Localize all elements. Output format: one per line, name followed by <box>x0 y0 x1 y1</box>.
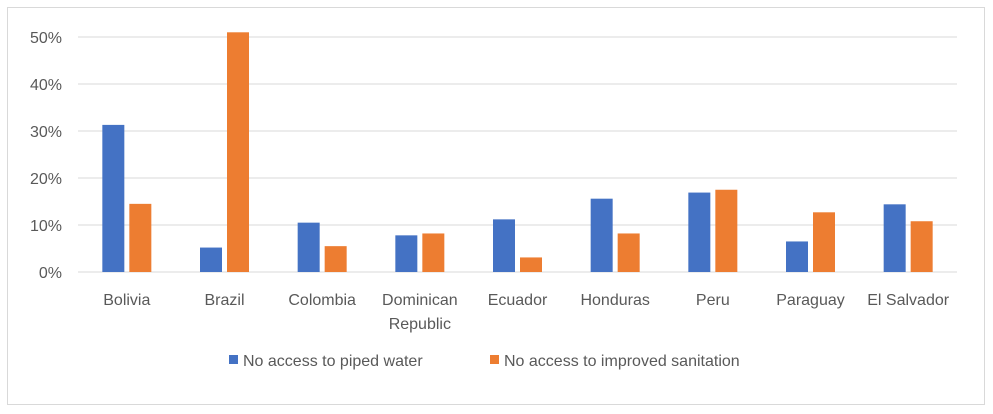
x-tick-label: Republic <box>389 316 451 333</box>
x-tick-label: Peru <box>696 292 730 309</box>
bar <box>493 219 515 272</box>
bar <box>786 241 808 272</box>
bar <box>102 124 125 272</box>
y-tick-label: 20% <box>30 171 62 188</box>
bar <box>813 212 835 272</box>
chart-area <box>7 7 985 405</box>
bar <box>297 222 320 272</box>
bar <box>617 233 640 272</box>
y-tick-label: 10% <box>30 218 62 235</box>
x-tick-label: El Salvador <box>867 292 949 309</box>
bar <box>200 247 222 272</box>
legend-label: No access to improved sanitation <box>504 353 740 370</box>
x-tick-label: Brazil <box>204 292 244 309</box>
x-tick-label: Colombia <box>288 292 356 309</box>
bar <box>883 204 906 272</box>
x-tick-label: Ecuador <box>488 292 548 309</box>
bar <box>227 32 249 272</box>
y-tick-label: 40% <box>30 77 62 94</box>
y-tick-label: 50% <box>30 30 62 47</box>
legend-label: No access to piped water <box>243 353 423 370</box>
bar <box>910 221 933 272</box>
bar <box>395 235 418 272</box>
x-tick-label: Bolivia <box>103 292 150 309</box>
bar <box>590 198 613 272</box>
x-tick-label: Honduras <box>580 292 649 309</box>
bar <box>324 246 347 272</box>
bar <box>520 257 542 272</box>
bar <box>129 203 152 272</box>
bar <box>688 192 711 272</box>
y-tick-label: 30% <box>30 124 62 141</box>
legend-swatch <box>490 355 499 364</box>
x-tick-label: Dominican <box>382 292 458 309</box>
bar <box>422 233 445 272</box>
y-tick-label: 0% <box>39 265 62 282</box>
bar <box>715 189 738 272</box>
legend-swatch <box>229 355 238 364</box>
x-tick-label: Paraguay <box>776 292 845 309</box>
